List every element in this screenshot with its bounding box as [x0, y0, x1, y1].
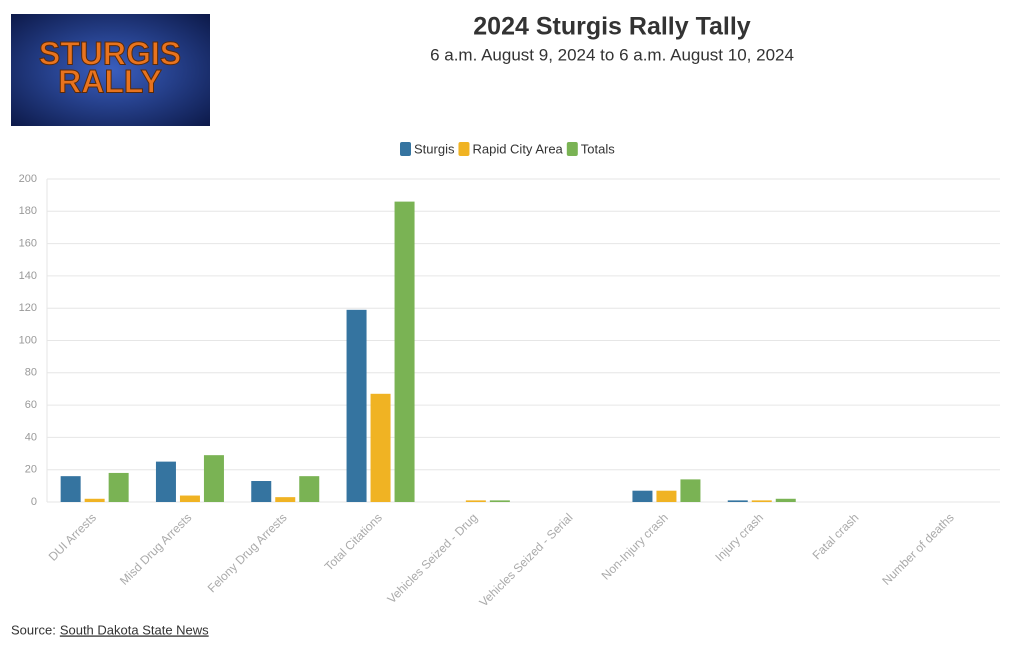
source-link[interactable]: South Dakota State News	[60, 622, 209, 637]
bar	[155, 461, 176, 502]
bar	[680, 479, 701, 502]
bar	[632, 490, 653, 502]
logo-background	[11, 14, 210, 126]
x-tick-label: Non-Injury crash	[599, 510, 671, 582]
y-tick-label: 160	[19, 238, 37, 250]
x-tick-label: DUI Arrests	[46, 510, 99, 563]
bar	[727, 500, 748, 502]
y-tick-label: 120	[19, 302, 37, 314]
bar	[251, 481, 272, 502]
y-tick-label: 100	[19, 334, 37, 346]
x-tick-label: Injury crash	[712, 510, 766, 564]
bar	[179, 495, 200, 502]
bar	[203, 455, 224, 502]
x-tick-label: Total Citations	[322, 510, 385, 573]
bar	[751, 500, 772, 502]
chart-subtitle: 6 a.m. August 9, 2024 to 6 a.m. August 1…	[430, 45, 794, 64]
legend-label: Sturgis	[414, 141, 455, 156]
bar	[394, 201, 415, 503]
bar	[299, 476, 320, 502]
bar	[775, 498, 796, 502]
x-tick-label: Vehicles Seized - Drug	[384, 510, 480, 606]
legend-swatch	[566, 142, 578, 156]
y-tick-label: 0	[31, 496, 37, 508]
logo-text: STURGIS	[39, 35, 181, 71]
source-label: Source:	[11, 622, 56, 637]
legend-label: Rapid City Area	[472, 141, 563, 156]
legend-swatch	[400, 142, 411, 156]
y-tick-label: 60	[25, 399, 37, 411]
chart-title: 2024 Sturgis Rally Tally	[473, 13, 751, 41]
x-tick-label: Number of deaths	[879, 510, 956, 587]
y-tick-label: 180	[19, 205, 37, 217]
bar	[275, 497, 296, 502]
x-tick-label: Felony Drug Arrests	[205, 510, 290, 595]
bar	[84, 498, 105, 502]
bar	[465, 500, 486, 502]
y-tick-label: 140	[19, 270, 37, 282]
bar	[656, 490, 677, 502]
logo-text: RALLY	[58, 63, 162, 99]
legend-swatch	[458, 142, 470, 156]
bar	[108, 472, 129, 502]
bar	[346, 309, 367, 502]
x-tick-label: Fatal crash	[810, 510, 862, 562]
bar	[370, 393, 391, 502]
y-tick-label: 20	[25, 464, 37, 476]
bar	[60, 476, 81, 502]
x-tick-label: Vehicles Seized - Serial	[476, 510, 575, 609]
y-tick-label: 80	[25, 367, 37, 379]
legend-label: Totals	[581, 141, 615, 156]
y-tick-label: 200	[19, 173, 37, 185]
bar	[489, 500, 510, 502]
x-tick-label: Misd Drug Arrests	[117, 510, 194, 587]
y-tick-label: 40	[25, 431, 37, 443]
